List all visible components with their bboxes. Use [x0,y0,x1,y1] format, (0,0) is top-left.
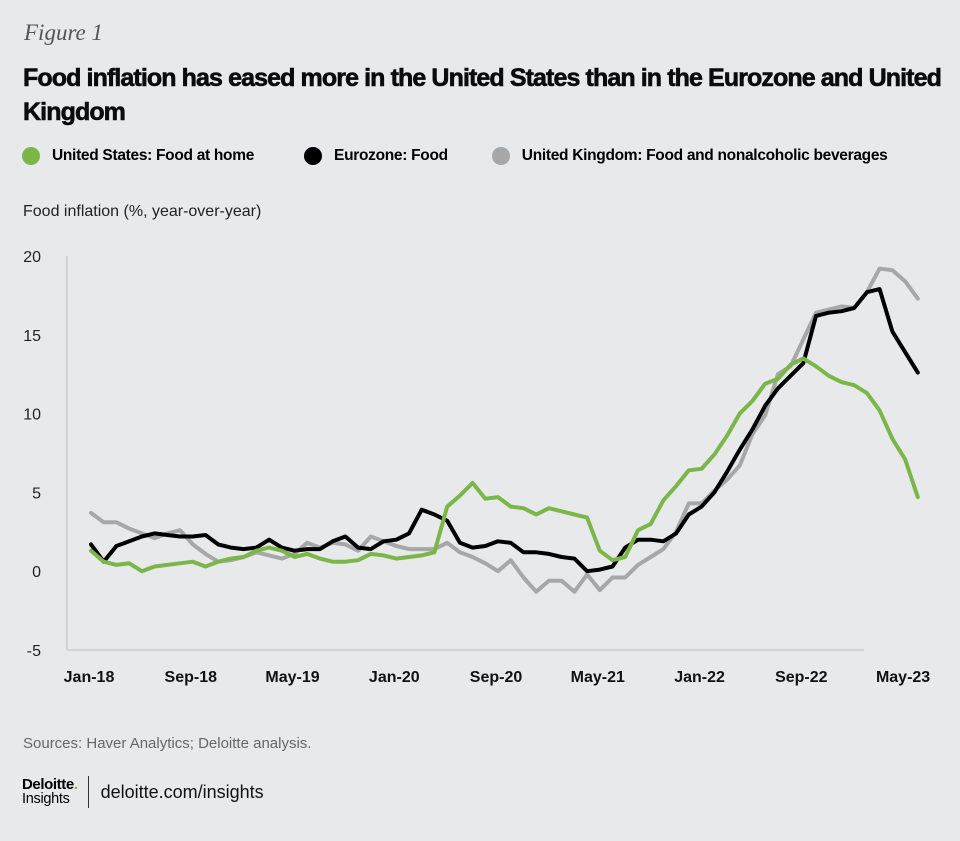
y-tick-label: 5 [32,485,41,502]
y-tick-label: 10 [23,407,41,424]
y-axis-ticks: 20 15 10 5 0 -5 [23,249,41,660]
figure-label: Figure 1 [24,20,103,45]
y-tick-label: 15 [23,328,41,345]
legend-label-us: United States: Food at home [52,147,255,164]
x-tick-label: Sep-18 [165,669,218,686]
line-chart: 20 15 10 5 0 -5 Jan-18 Sep-18 May-19 Jan-20 Sep-2… [23,249,931,686]
sources-note: Sources: Haver Analytics; Deloitte analy… [23,735,312,752]
deloitte-insights-logo: Deloitte. Insights [22,777,78,807]
y-tick-label: 0 [32,564,41,581]
series-line-eurozone [89,287,920,574]
x-tick-label: Sep-22 [775,669,828,686]
logo-green-dot: . [73,776,78,793]
y-tick-label: -5 [27,643,41,660]
legend-label-eurozone: Eurozone: Food [334,147,448,164]
x-tick-label: May-23 [876,669,930,686]
legend-label-uk: United Kingdom: Food and nonalcoholic be… [521,147,888,164]
footer-divider [87,776,89,808]
x-tick-label: Jan-18 [64,669,115,686]
logo-wordmark: Deloitte. [22,777,78,792]
x-tick-label: Jan-22 [674,669,725,686]
series-line-us [89,356,920,574]
y-axis-label: Food inflation (%, year-over-year) [23,203,262,220]
x-tick-label: May-21 [571,669,625,686]
legend-marker-uk [491,147,510,165]
series-lines [89,266,920,594]
legend-item-uk: United Kingdom: Food and nonalcoholic be… [491,147,888,165]
footer: Deloitte. Insights deloitte.com/insights [22,776,264,808]
y-tick-label: 20 [23,249,41,266]
x-axis-ticks: Jan-18 Sep-18 May-19 Jan-20 Sep-20 May-21 Jan-… [64,669,931,686]
legend: United States: Food at home Eurozone: Fo… [22,144,927,168]
legend-marker-us [22,147,40,165]
logo-main-text: Deloitte [22,776,74,793]
footer-url-link[interactable]: deloitte.com/insights [100,781,264,802]
logo-subtext: Insights [22,791,70,807]
legend-marker-eurozone [304,147,323,165]
legend-item-us: United States: Food at home [22,147,254,165]
x-tick-label: Sep-20 [470,669,523,686]
x-tick-label: May-19 [265,669,319,686]
x-tick-label: Jan-20 [369,669,420,686]
chart-title: Food inflation has eased more in the Uni… [23,64,942,127]
axes [66,256,864,651]
legend-item-eurozone: Eurozone: Food [304,147,448,165]
